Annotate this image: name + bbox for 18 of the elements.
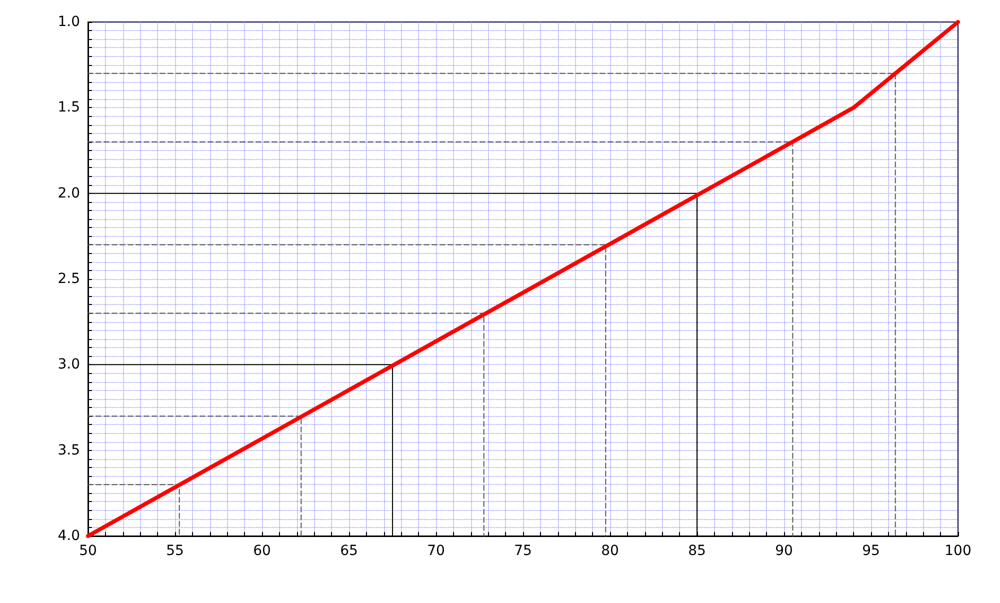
y-tick-label: 3.0: [58, 356, 80, 373]
x-tick-label: 90: [775, 543, 793, 559]
x-tick-label: 65: [340, 543, 358, 559]
x-tick-label: 85: [688, 543, 706, 559]
x-tick-label: 95: [862, 543, 880, 559]
x-tick-label: 55: [166, 543, 184, 559]
x-tick-label: 80: [601, 543, 619, 559]
x-tick-label: 100: [944, 543, 972, 559]
y-tick-label: 1.5: [58, 100, 80, 116]
x-tick-label: 70: [427, 543, 445, 559]
y-tick-label: 1.0: [58, 14, 80, 30]
x-tick-label: 50: [79, 543, 97, 559]
y-tick-label: 2.5: [58, 271, 80, 287]
y-tick-label: 2.0: [58, 185, 80, 202]
y-tick-label: 3.5: [58, 442, 80, 458]
x-tick-label: 60: [253, 543, 271, 559]
x-tick-label: 75: [514, 543, 532, 559]
y-tick-label: 4.0: [58, 528, 80, 544]
